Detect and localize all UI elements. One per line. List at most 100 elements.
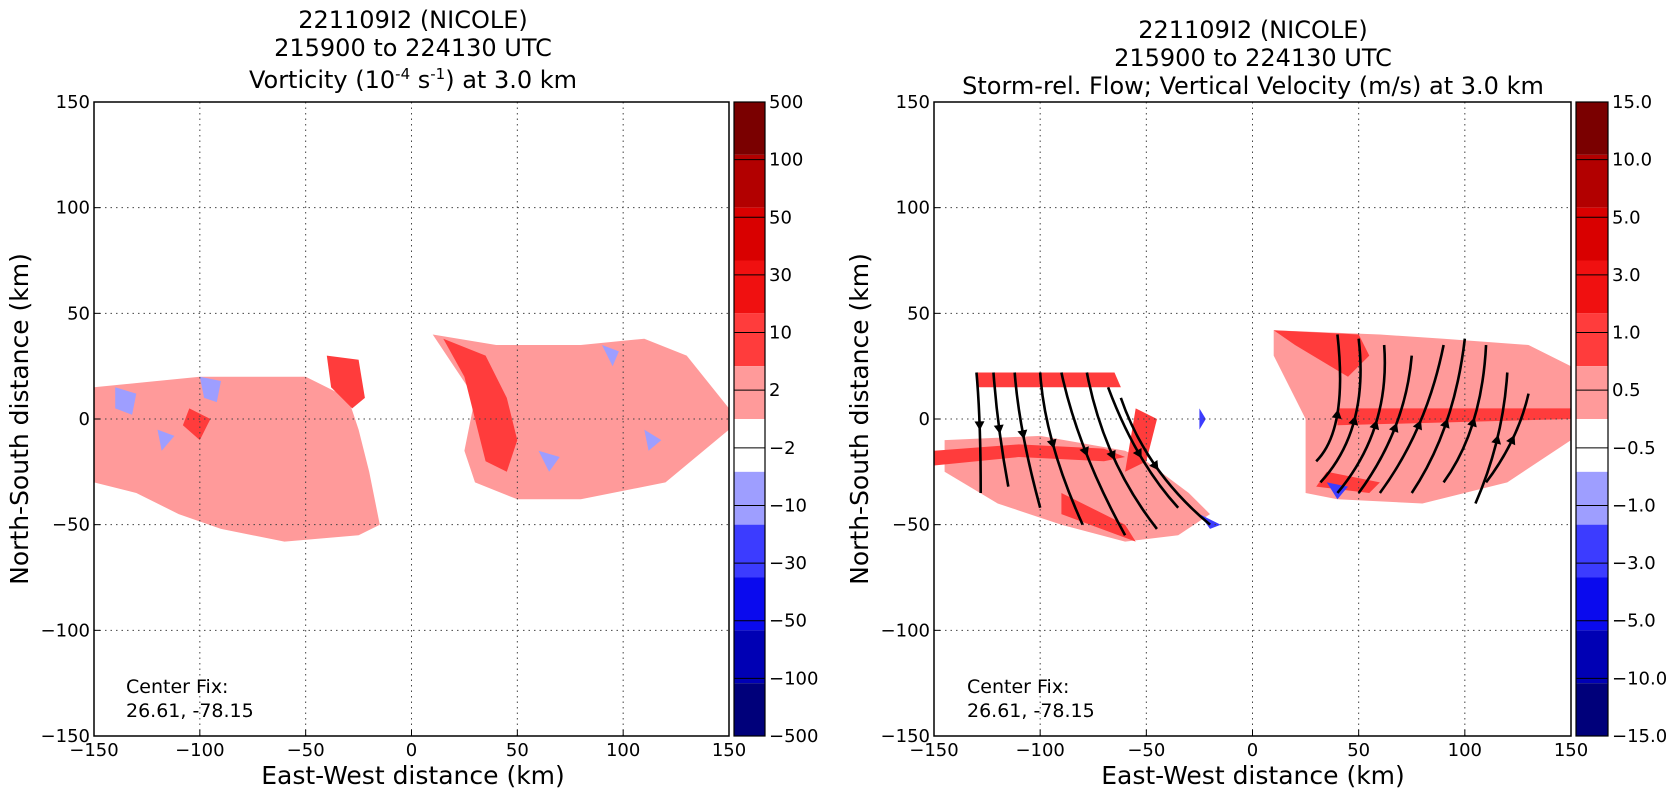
x-tick-label: 150 [1554,740,1588,761]
field-region [1061,493,1136,542]
colorbar-cell [1576,366,1608,419]
field-region [644,429,662,451]
colorbar: 500 100 50 30 10 2 −2 −10 −30 −50 −100 −500 [733,92,818,747]
streamline-arrowhead [974,421,985,431]
colorbar-cell [734,630,765,684]
center-fix-label: Center Fix: [126,676,228,698]
y-tick-label: 150 [896,92,930,113]
colorbar-tick-label: 100 [769,150,803,171]
streamline-arrowhead [1467,417,1477,428]
streamline-arrowhead [1046,438,1057,449]
colorbar-cell [1576,419,1608,472]
streamline-arrowhead [993,424,1004,435]
colorbar-tick-label: −0.5 [1612,438,1656,459]
colorbar-tick-label: 5.0 [1612,207,1641,228]
colorbar-tick-label: 50 [769,207,792,228]
colorbar-tick-label: −10 [769,495,807,516]
field-region [182,408,211,441]
colorbar-tick-label: −10.0 [1612,668,1667,689]
y-tick-label: −150 [881,726,930,747]
colorbar-cell [1576,577,1608,631]
colorbar-cell [1576,630,1608,684]
colorbar-cell [734,419,765,472]
colorbar-tick-label: −50 [769,611,807,632]
y-tick-label: 50 [907,303,930,324]
streamline-arrowhead [1369,419,1380,431]
streamline-arrowhead [1331,409,1342,419]
field-region [976,372,1121,388]
vorticity-field [94,334,729,542]
y-tick-label: 50 [67,303,90,324]
field-region [1273,330,1370,377]
colorbar-cell [734,577,765,631]
y-tick-label: −50 [892,515,930,536]
colorbar-tick-label: −500 [769,726,818,747]
plot-title-line-3: Vorticity (10-4 s-1) at 3.0 km [249,65,577,94]
colorbar-tick-label: −1.0 [1612,495,1656,516]
gridlines [94,102,729,736]
colorbar-cell [1576,471,1608,525]
colorbar-cell [734,471,765,525]
colorbar-tick-label: 10.0 [1612,150,1652,171]
plot-title-line-1: 221109I2 (NICOLE) [1138,16,1368,44]
plot-title-line-1: 221109I2 (NICOLE) [298,6,528,34]
colorbar-cell [734,366,765,419]
y-axis-label: North-South distance (km) [845,253,874,585]
plot-titles: 221109I2 (NICOLE) 215900 to 224130 UTC V… [249,6,577,94]
field-region [538,450,560,472]
axis-ticks: −150 150 −100 100 −50 50 0 0 50 −50 100 −100 150 −150 [41,92,747,761]
colorbar-tick-label: 30 [769,265,792,286]
field-region [602,345,619,367]
colorbar-cell [734,313,765,367]
y-tick-label: −50 [52,515,90,536]
x-tick-label: 100 [606,740,640,761]
colorbar-cell [734,102,765,155]
colorbar-cell [1576,207,1608,261]
field-region [157,429,175,451]
colorbar-cell [734,154,765,208]
colorbar-cell [1576,154,1608,208]
colorbar-cell [1576,260,1608,314]
colorbar-cell [734,683,765,736]
y-tick-label: −150 [41,726,90,747]
colorbar-frame [733,101,766,737]
streamline-arrowhead [1491,434,1502,445]
colorbar-tick-label: −3.0 [1612,553,1656,574]
colorbar-tick-label: 2 [769,380,780,401]
colorbar-tick-label: 1.0 [1612,323,1641,344]
y-tick-label: 150 [56,92,90,113]
field-region [1125,408,1157,472]
x-tick-label: 50 [1347,740,1370,761]
streamline-arrowhead [1132,447,1142,459]
plot-title-line-2: 215900 to 224130 UTC [274,34,552,62]
field-region [94,376,380,542]
streamline-arrowhead [1506,435,1516,446]
streamline-arrowhead [1412,420,1422,431]
field-region [1337,408,1571,426]
x-tick-label: 150 [712,740,746,761]
title-suffix: ) at 3.0 km [445,66,577,94]
plot-titles: 221109I2 (NICOLE) 215900 to 224130 UTC S… [962,16,1544,100]
y-tick-label: 100 [56,198,90,219]
x-tick-label: −50 [287,740,325,761]
field-region [443,338,518,472]
title-exponent-1: -4 [395,65,410,83]
x-axis-label: East-West distance (km) [1101,761,1405,790]
x-tick-label: −150 [69,740,118,761]
streamline-arrowhead [1149,459,1159,471]
streamline-arrowhead [1348,415,1359,426]
field-region [1199,408,1206,430]
colorbar-tick-label: 0.5 [1612,380,1641,401]
colorbar-cell [1576,524,1608,578]
title-prefix: Vorticity (10 [249,66,395,94]
x-tick-label: 50 [506,740,529,761]
y-tick-label: −100 [41,620,90,641]
y-tick-label: −100 [881,620,930,641]
field-region [1199,514,1221,529]
colorbar-cell [1576,102,1608,155]
colorbar: 15.0 10.0 5.0 3.0 1.0 0.5 −0.5 −1.0 −3.0 −5.0 −10.… [1575,92,1667,747]
colorbar-cell [1576,683,1608,736]
colorbar-cell [734,260,765,314]
title-middle: s [410,66,430,94]
